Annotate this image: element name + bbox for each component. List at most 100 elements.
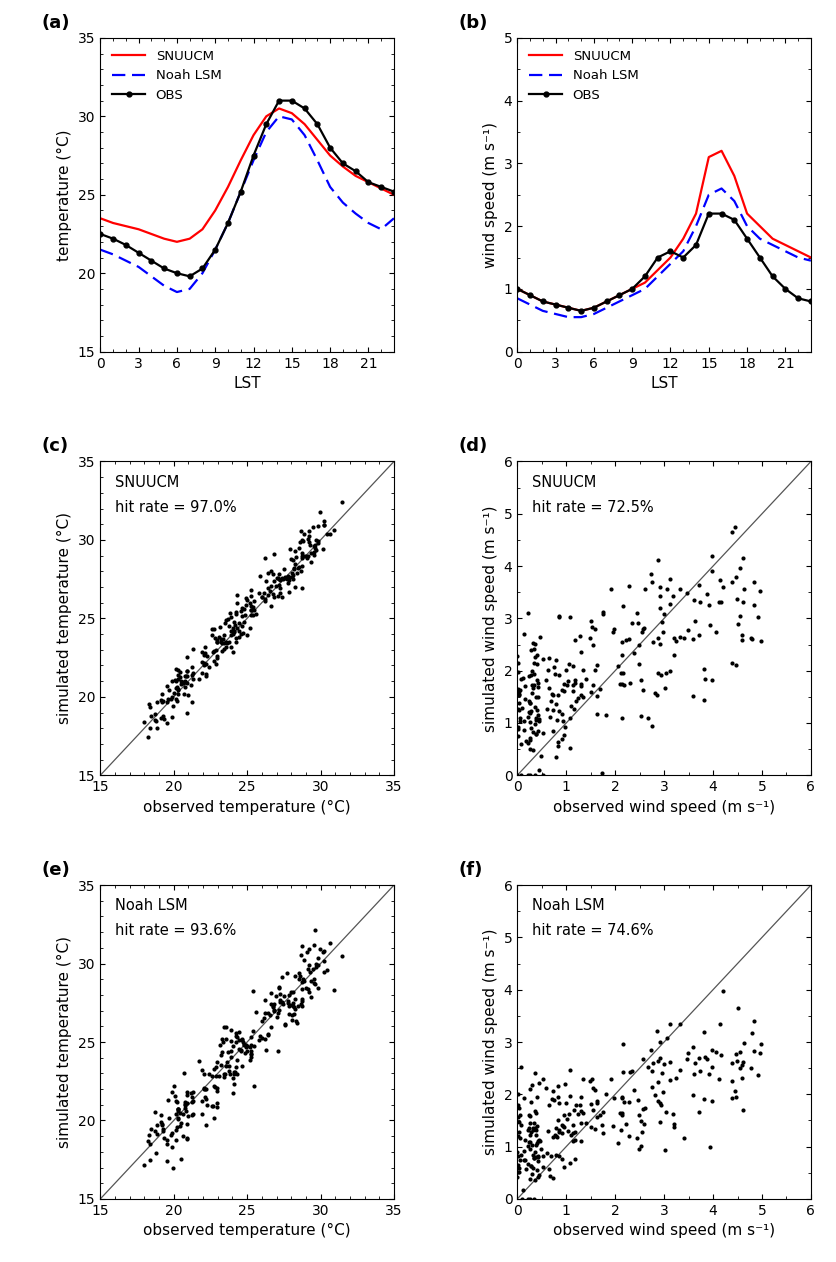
Point	[270, 568, 283, 588]
SNUUCM	[653, 262, 663, 278]
Point	[161, 689, 175, 709]
Point	[615, 674, 629, 694]
Point	[295, 991, 308, 1011]
Point	[563, 1060, 576, 1080]
SNUUCM	[197, 222, 207, 237]
Point	[298, 970, 311, 991]
Point	[755, 1035, 768, 1055]
Point	[563, 607, 576, 627]
Noah LSM	[653, 269, 663, 284]
SNUUCM	[512, 281, 522, 297]
Point	[288, 1005, 301, 1025]
SNUUCM	[350, 168, 360, 183]
Point	[639, 579, 652, 599]
Noah LSM	[313, 153, 323, 168]
Point	[616, 1103, 630, 1123]
Noah LSM	[729, 193, 739, 208]
Text: hit rate = 74.6%: hit rate = 74.6%	[532, 924, 654, 939]
Point	[617, 675, 630, 695]
Point	[703, 1064, 716, 1084]
Point	[512, 681, 525, 702]
Point	[568, 670, 582, 690]
Y-axis label: wind speed (m s⁻¹): wind speed (m s⁻¹)	[483, 121, 498, 268]
Noah LSM	[678, 244, 688, 259]
Noah LSM	[640, 281, 650, 297]
Point	[283, 986, 296, 1006]
Point	[641, 1056, 655, 1076]
Point	[667, 1113, 681, 1133]
Noah LSM	[525, 297, 535, 312]
Point	[546, 684, 559, 704]
Point	[511, 1095, 524, 1116]
Point	[563, 1152, 577, 1172]
Point	[267, 993, 280, 1013]
Point	[280, 568, 293, 588]
Point	[528, 1118, 542, 1138]
Point	[255, 587, 268, 607]
Point	[178, 1092, 191, 1112]
Point	[199, 1089, 212, 1109]
Point	[532, 1167, 545, 1188]
Point	[267, 997, 280, 1017]
Point	[563, 1085, 576, 1106]
Point	[311, 533, 324, 553]
Point	[292, 538, 305, 558]
Point	[664, 1051, 677, 1071]
Point	[249, 603, 263, 623]
Text: Noah LSM: Noah LSM	[532, 899, 604, 914]
Point	[527, 1113, 540, 1133]
Point	[231, 1027, 244, 1047]
Point	[269, 575, 283, 596]
Point	[644, 1040, 657, 1060]
Point	[296, 548, 309, 568]
Point	[574, 685, 588, 705]
Point	[633, 1106, 646, 1126]
Point	[651, 1071, 665, 1092]
OBS	[262, 116, 272, 131]
Point	[217, 1064, 231, 1084]
Point	[303, 982, 316, 1002]
Point	[579, 1113, 593, 1133]
Point	[201, 1095, 214, 1116]
Point	[244, 618, 257, 639]
Point	[288, 967, 302, 987]
Point	[513, 680, 527, 700]
Point	[232, 621, 246, 641]
SNUUCM	[602, 294, 612, 309]
SNUUCM	[691, 206, 701, 221]
Point	[308, 539, 321, 559]
Point	[729, 1045, 742, 1065]
Point	[529, 688, 543, 708]
Point	[692, 625, 706, 645]
X-axis label: observed temperature (°C): observed temperature (°C)	[143, 800, 351, 815]
Point	[737, 1100, 750, 1121]
Point	[532, 687, 545, 707]
Point	[587, 1078, 600, 1098]
Point	[178, 671, 191, 692]
Point	[512, 1146, 525, 1166]
Point	[267, 564, 280, 584]
Point	[569, 690, 583, 711]
Point	[295, 972, 308, 992]
Point	[525, 1164, 538, 1184]
OBS	[210, 242, 220, 257]
Point	[213, 617, 227, 637]
Noah LSM	[742, 218, 752, 233]
Point	[655, 1095, 668, 1116]
Point	[664, 569, 677, 589]
Point	[241, 625, 254, 645]
Point	[526, 722, 539, 742]
Point	[511, 1166, 524, 1186]
Point	[716, 981, 730, 1001]
SNUUCM	[159, 231, 169, 246]
Point	[527, 639, 540, 659]
Point	[210, 630, 223, 650]
Point	[526, 678, 539, 698]
Point	[567, 1123, 580, 1143]
OBS	[665, 244, 675, 259]
Point	[314, 501, 327, 521]
Point	[566, 1131, 579, 1151]
Point	[518, 689, 532, 709]
Point	[686, 685, 700, 705]
Point	[256, 587, 269, 607]
